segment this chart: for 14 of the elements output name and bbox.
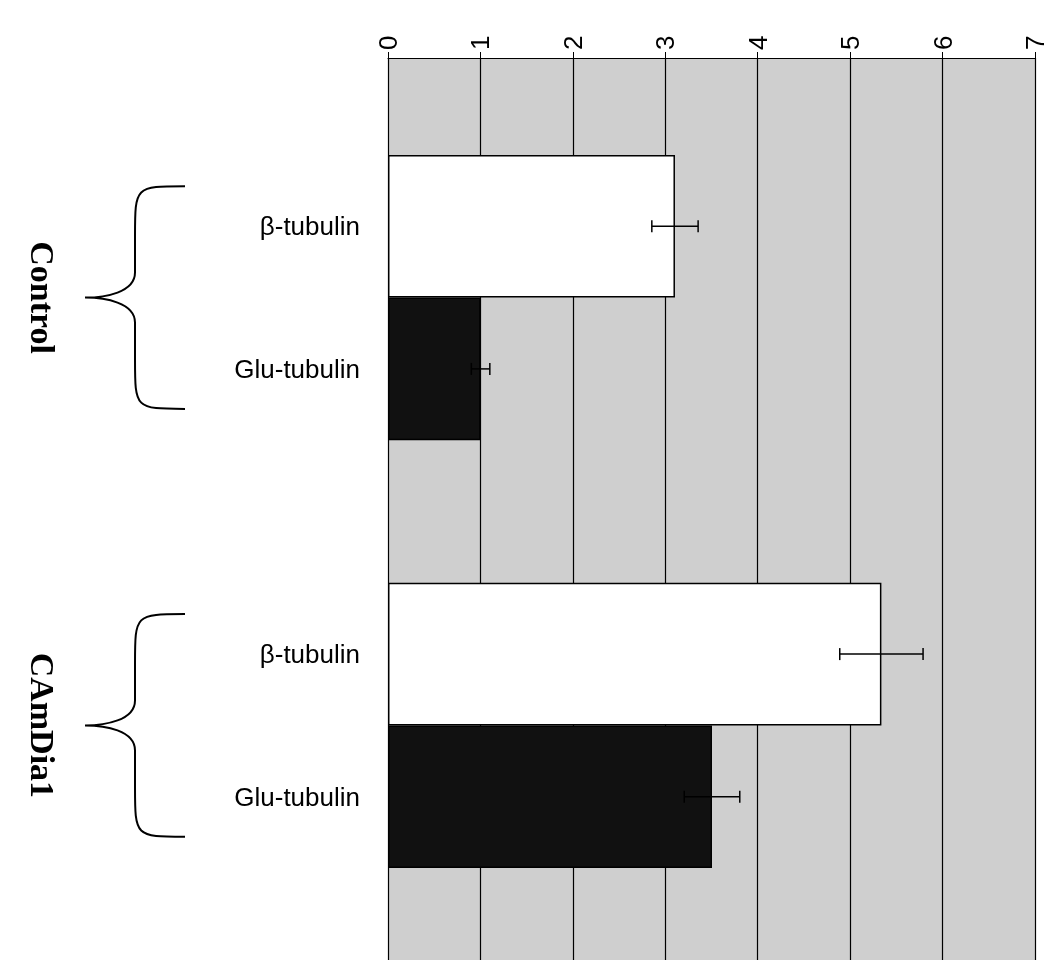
x-tick-label: 7 xyxy=(1020,35,1048,50)
x-tick-label: 4 xyxy=(742,35,773,50)
x-tick-label: 0 xyxy=(373,35,403,50)
x-tick-label: 6 xyxy=(927,35,958,50)
text: CAmDia1 xyxy=(23,652,61,799)
x-tick-label: 3 xyxy=(650,35,681,50)
y-tick-label: Glu-tubulin xyxy=(234,781,360,812)
y-tick-label: β-tubulin xyxy=(259,639,360,670)
y-tick-label: Glu-tubulin xyxy=(234,353,360,384)
text: Control xyxy=(23,241,61,354)
x-tick-label: 1 xyxy=(465,35,496,50)
x-tick-label: 5 xyxy=(835,35,866,50)
y-tick-label: β-tubulin xyxy=(259,211,360,242)
x-tick-label: 2 xyxy=(557,35,588,50)
